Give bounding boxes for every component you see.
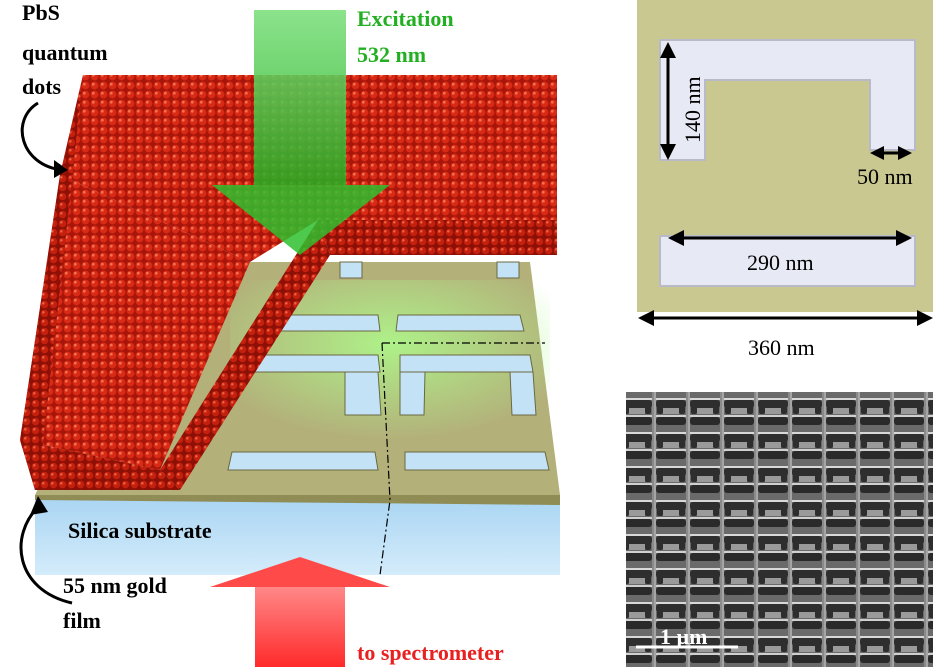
to-spectrometer-label: to spectrometer bbox=[357, 640, 504, 665]
pbs-label-line1: PbS bbox=[22, 0, 60, 25]
gold-film-label-line2: film bbox=[63, 608, 101, 633]
gold-film-label-line1: 55 nm gold bbox=[63, 573, 167, 598]
dim-140nm: 140 nm bbox=[680, 76, 705, 143]
sem-pattern bbox=[626, 392, 933, 667]
excitation-arrow bbox=[212, 10, 390, 255]
dim-290nm: 290 nm bbox=[747, 250, 814, 275]
dim-360nm: 360 nm bbox=[748, 335, 815, 360]
unit-cell-outline bbox=[379, 342, 545, 576]
pbs-label-line2: quantum bbox=[22, 40, 108, 65]
aperture-array bbox=[227, 261, 550, 471]
excitation-label-line2: 532 nm bbox=[357, 42, 427, 67]
pointer-heads bbox=[30, 160, 68, 515]
silica-substrate-label: Silica substrate bbox=[68, 518, 212, 543]
sem-image: 1 µm bbox=[626, 392, 933, 667]
pointer-arrows bbox=[19, 101, 73, 605]
unit-cell-diagram bbox=[637, 0, 933, 312]
output-arrow bbox=[210, 557, 390, 667]
dimension-arrows bbox=[638, 42, 933, 326]
pbs-label-line3: dots bbox=[22, 74, 62, 99]
silica-substrate bbox=[35, 495, 560, 575]
excitation-label-line1: Excitation bbox=[357, 6, 454, 31]
dim-50nm: 50 nm bbox=[857, 164, 913, 189]
scale-bar-label: 1 µm bbox=[660, 624, 708, 649]
